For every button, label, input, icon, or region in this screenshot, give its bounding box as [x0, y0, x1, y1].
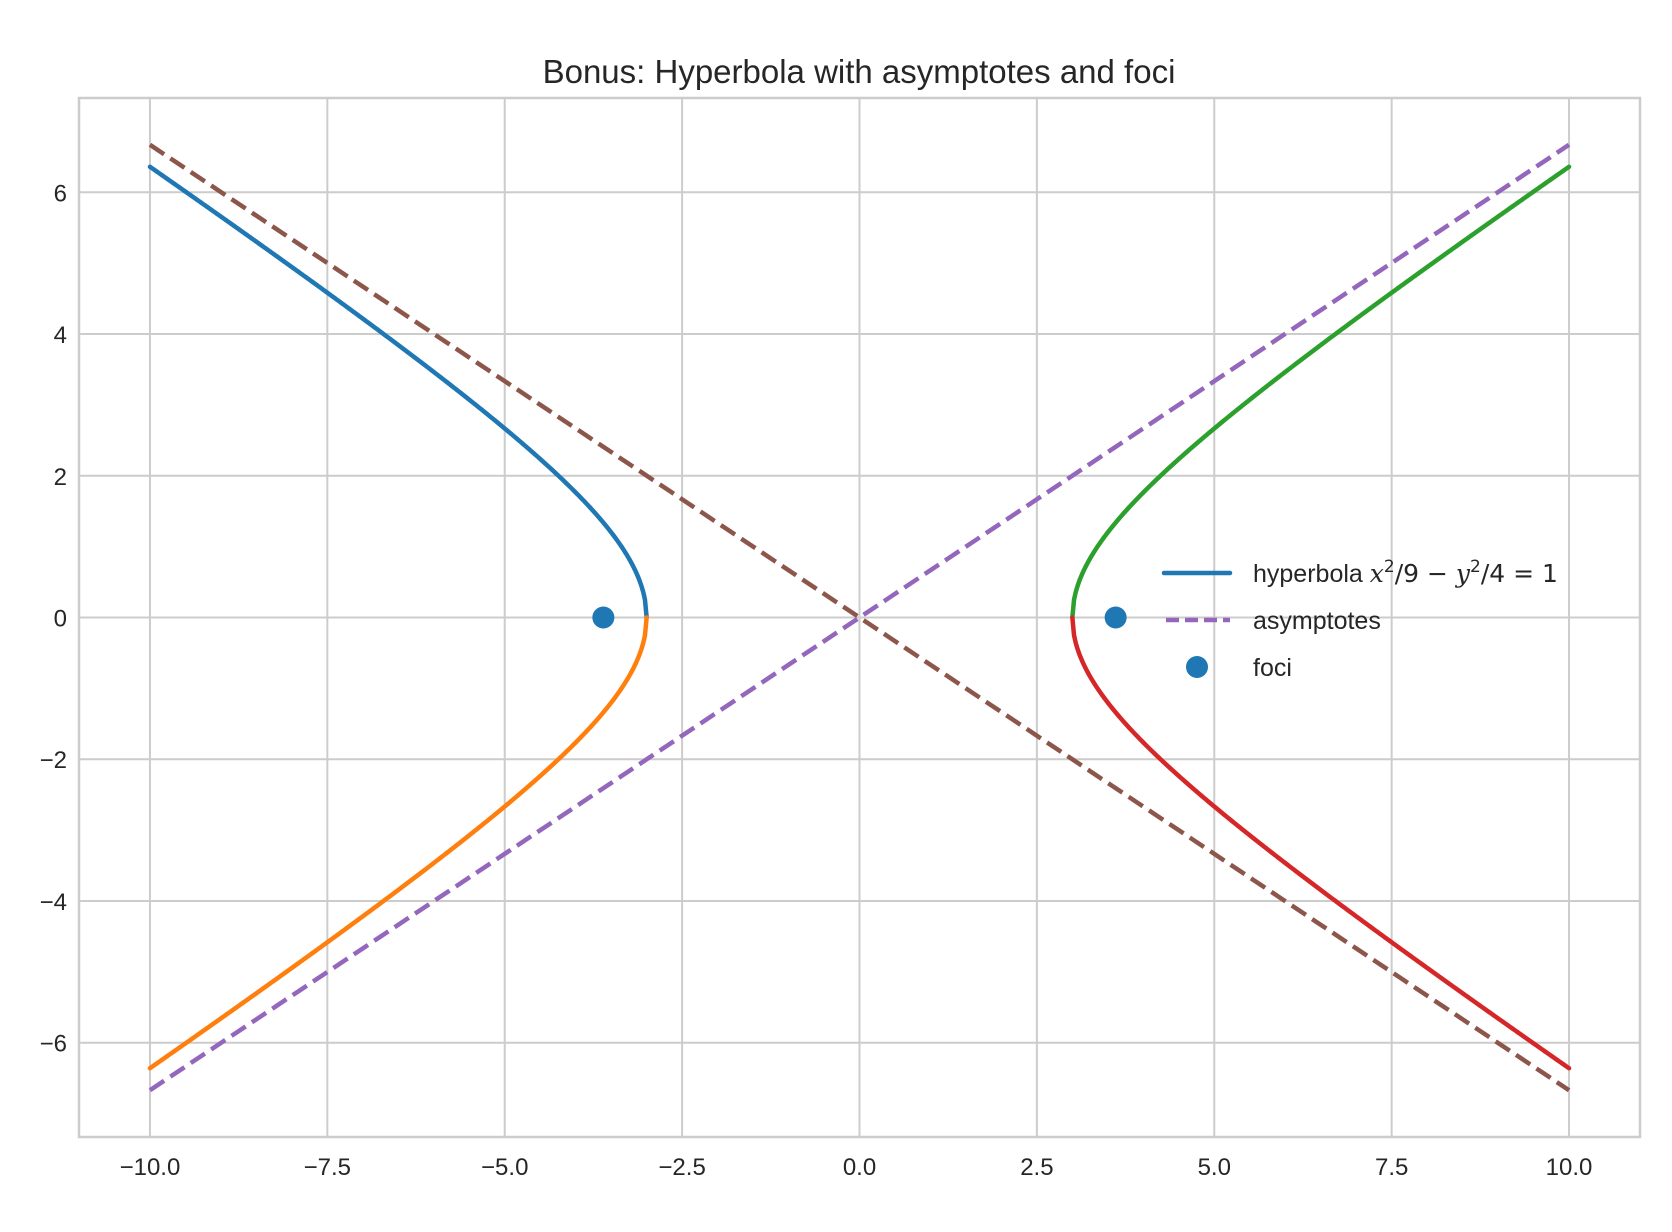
y-axis-tick-labels: −6 −4 −2 0 2 4 6	[40, 180, 67, 1057]
legend-label-asymptotes: asymptotes	[1253, 607, 1381, 635]
x-tick-label: 2.5	[1020, 1154, 1053, 1181]
x-tick-label: −2.5	[658, 1154, 705, 1181]
y-tick-label: 6	[54, 180, 67, 207]
x-tick-label: 7.5	[1375, 1154, 1408, 1181]
x-tick-label: 10.0	[1546, 1154, 1593, 1181]
x-tick-label: 5.0	[1198, 1154, 1231, 1181]
x-tick-label: −10.0	[120, 1154, 181, 1181]
legend: hyperbola x2/9 − y2/4 = 1 asymptotes foc…	[1161, 557, 1558, 682]
y-tick-label: 0	[54, 606, 67, 633]
y-tick-label: −2	[40, 747, 67, 774]
legend-entry-hyperbola: hyperbola x2/9 − y2/4 = 1	[1161, 557, 1558, 588]
hyperbola-left-upper-branch	[147, 164, 649, 620]
plot-frame	[77, 96, 1642, 1139]
svg-text:hyperbola x2/9 − y2/4: hyperbola x2/9 − y2/4 = 1	[1253, 557, 1558, 588]
series-layer	[147, 142, 1572, 1093]
focus-point	[1104, 606, 1127, 629]
x-tick-label: 0.0	[843, 1154, 876, 1181]
focus-point	[592, 606, 615, 629]
legend-label-foci: foci	[1253, 654, 1292, 682]
plot-area	[77, 96, 1642, 1139]
legend-dot-swatch-icon	[1186, 656, 1208, 678]
asymptote-positive-slope	[148, 142, 1571, 1093]
y-tick-label: −4	[40, 889, 67, 916]
legend-label-equation: x	[1370, 559, 1384, 588]
x-axis-tick-labels: −10.0 −7.5 −5.0 −2.5 0.0 2.5 5.0 7.5 10.0	[120, 1154, 1593, 1181]
chart-title: Bonus: Hyperbola with asymptotes and foc…	[543, 53, 1176, 90]
x-tick-label: −7.5	[304, 1154, 351, 1181]
legend-entry-foci: foci	[1186, 654, 1292, 682]
y-tick-label: 2	[54, 464, 67, 491]
hyperbola-right-upper-branch	[1070, 164, 1572, 620]
legend-entry-asymptotes: asymptotes	[1166, 607, 1381, 635]
x-tick-label: −5.0	[481, 1154, 528, 1181]
hyperbola-right-lower-branch	[1070, 615, 1572, 1071]
legend-label-hyperbola: hyperbola	[1253, 560, 1370, 588]
y-gridlines	[79, 191, 1640, 1044]
y-tick-label: 4	[54, 322, 67, 349]
y-tick-label: −6	[40, 1031, 67, 1058]
asymptote-negative-slope	[148, 142, 1571, 1093]
hyperbola-left-lower-branch	[147, 615, 649, 1071]
